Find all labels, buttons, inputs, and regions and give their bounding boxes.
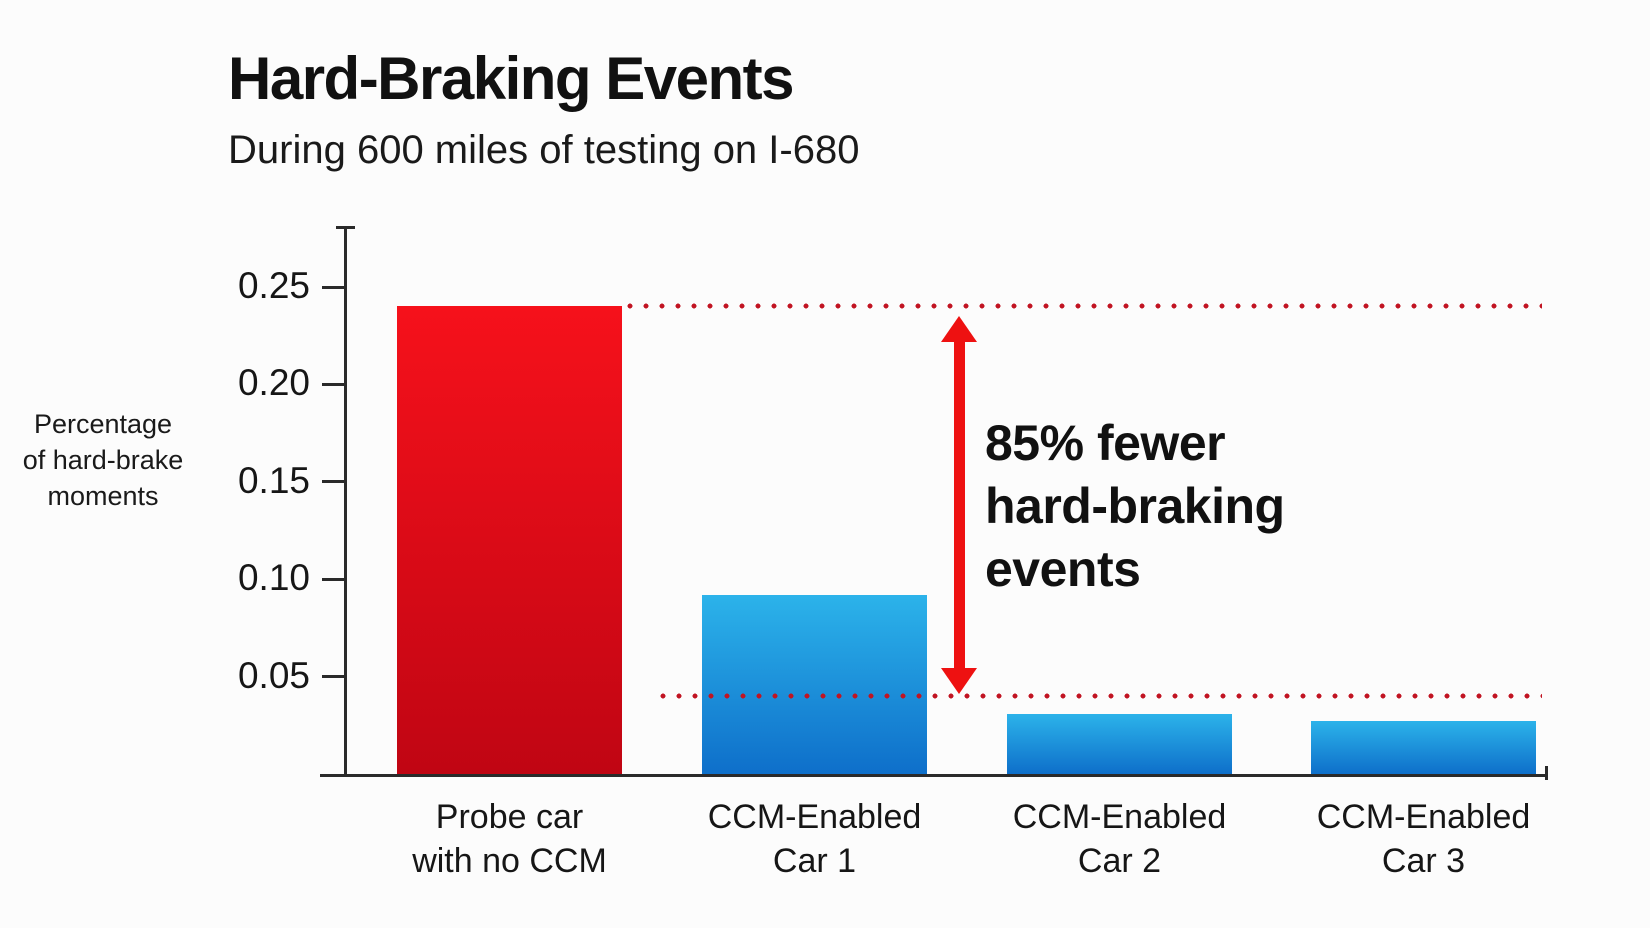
x-category-label-line: Car 3 (1381, 842, 1466, 880)
y-tick-mark (322, 675, 344, 679)
y-axis-label: Percentage of hard-brake moments (0, 406, 206, 514)
annotation-line: 85% fewer (985, 415, 1226, 471)
difference-arrow-shaft (953, 338, 965, 673)
y-tick-label: 0.10 (237, 557, 310, 599)
reference-dotted-line-bottom (655, 693, 1542, 700)
difference-arrow-head-down (941, 668, 977, 695)
annotation-line: hard-braking (985, 478, 1285, 534)
x-category-label-line: Car 1 (772, 842, 857, 880)
bar-ccm-car-1 (702, 594, 927, 774)
x-category-label-4: CCM-Enabled Car 3 (1274, 795, 1574, 883)
bar-ccm-car-3 (1311, 721, 1536, 774)
annotation-text: 85% fewer hard-braking events (985, 412, 1285, 601)
y-axis-label-line: Percentage (33, 409, 173, 439)
x-axis-end-tick (1545, 766, 1548, 780)
x-category-label-2: CCM-Enabled Car 1 (665, 795, 965, 883)
y-tick-mark (322, 577, 344, 581)
y-tick-label: 0.20 (237, 362, 310, 404)
x-category-label-line: Probe car (435, 798, 584, 836)
chart-title: Hard-Braking Events (228, 45, 795, 112)
reference-dotted-line-top (622, 303, 1542, 310)
x-category-label-line: with no CCM (412, 842, 607, 880)
y-tick-mark (322, 382, 344, 386)
x-category-label-line: Car 2 (1077, 842, 1162, 880)
difference-arrow-head-up (941, 316, 977, 343)
x-category-label-3: CCM-Enabled Car 2 (970, 795, 1270, 883)
y-tick-label: 0.05 (237, 654, 310, 696)
bar-probe-car (397, 306, 622, 774)
y-axis-label-line: moments (47, 481, 159, 511)
chart-subtitle: During 600 miles of testing on I-680 (228, 128, 860, 172)
y-axis-line (344, 226, 347, 774)
y-axis-label-line: of hard-brake (22, 445, 184, 475)
y-tick-label: 0.25 (237, 265, 310, 306)
y-tick-mark (322, 480, 344, 484)
x-axis-line (320, 774, 1548, 777)
y-axis-top-cap (336, 226, 355, 229)
annotation-line: events (985, 541, 1141, 597)
x-category-label-line: CCM-Enabled (1316, 798, 1531, 836)
x-category-label-line: CCM-Enabled (707, 798, 922, 836)
x-category-label-line: CCM-Enabled (1012, 798, 1227, 836)
x-category-label-1: Probe car with no CCM (360, 795, 660, 883)
y-tick-mark (322, 285, 344, 289)
bar-ccm-car-2 (1007, 713, 1232, 774)
y-tick-label: 0.15 (237, 459, 310, 501)
